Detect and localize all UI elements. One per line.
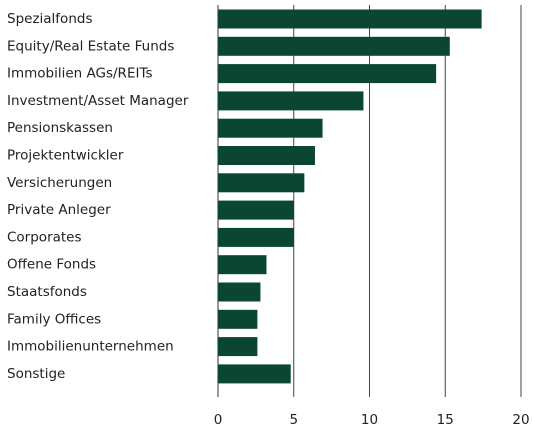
x-tick-label: 0 <box>214 412 223 428</box>
bar <box>218 282 261 302</box>
bar <box>218 337 258 357</box>
x-tick-label: 5 <box>289 412 298 428</box>
y-tick-label: Spezialfonds <box>7 11 92 27</box>
y-tick-label: Investment/Asset Manager <box>7 93 189 109</box>
y-tick-label: Equity/Real Estate Funds <box>7 38 174 54</box>
y-tick-label: Pensionskassen <box>7 120 113 136</box>
y-tick-label: Projektentwickler <box>7 148 124 164</box>
bar <box>218 309 258 329</box>
bar <box>218 64 437 84</box>
y-tick-label: Staatsfonds <box>7 284 87 300</box>
y-tick-label: Immobilienunternehmen <box>7 339 174 355</box>
y-tick-label: Offene Fonds <box>7 257 96 273</box>
x-tick-label: 10 <box>361 412 378 428</box>
x-tick-label: 15 <box>437 412 454 428</box>
bar <box>218 173 305 193</box>
bar <box>218 200 294 220</box>
bar <box>218 364 291 384</box>
y-tick-label: Versicherungen <box>7 175 112 191</box>
bar <box>218 91 364 111</box>
y-tick-label: Sonstige <box>7 366 65 382</box>
y-tick-label: Corporates <box>7 229 82 245</box>
bar <box>218 118 323 138</box>
y-tick-label: Private Anleger <box>7 202 111 218</box>
bar <box>218 9 482 29</box>
y-tick-label: Immobilien AGs/REITs <box>7 66 153 82</box>
bar <box>218 36 450 56</box>
x-tick-label: 20 <box>512 412 529 428</box>
bar <box>218 227 294 247</box>
bar <box>218 146 315 165</box>
bar <box>218 255 267 275</box>
y-tick-label: Family Offices <box>7 311 101 327</box>
